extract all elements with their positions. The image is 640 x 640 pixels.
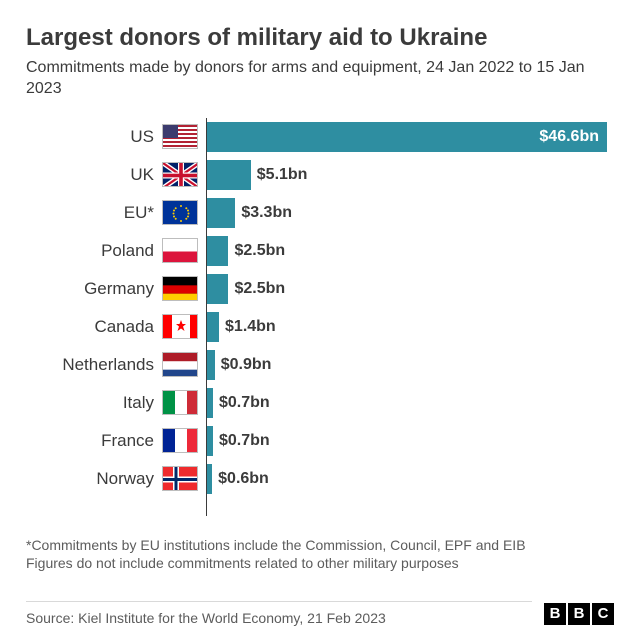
bar-value: $2.5bn — [228, 280, 285, 298]
bar-track: $2.5bn — [206, 270, 614, 308]
row-label: US — [26, 127, 154, 147]
footnote-line-1: *Commitments by EU institutions include … — [26, 536, 614, 554]
bar-value: $5.1bn — [251, 166, 308, 184]
uk-flag-icon — [162, 162, 198, 187]
ca-flag-icon — [162, 314, 198, 339]
bar-track: $46.6bn — [206, 118, 614, 156]
bar-track: $0.9bn — [206, 346, 614, 384]
fr-flag-icon — [162, 428, 198, 453]
axis-line — [206, 498, 614, 516]
bar — [207, 160, 251, 190]
bar-track: $5.1bn — [206, 156, 614, 194]
logo-box: B — [568, 603, 590, 625]
pl-flag-icon — [162, 238, 198, 263]
table-row: Italy $0.7bn — [26, 384, 614, 422]
bar-track: $0.6bn — [206, 460, 614, 498]
row-label: Canada — [26, 317, 154, 337]
table-row: Netherlands $0.9bn — [26, 346, 614, 384]
chart-subtitle: Commitments made by donors for arms and … — [26, 58, 614, 100]
footnote: *Commitments by EU institutions include … — [26, 536, 614, 572]
bar — [207, 236, 228, 266]
no-flag-icon — [162, 466, 198, 491]
bar — [207, 198, 235, 228]
bar-value: $0.9bn — [215, 356, 272, 374]
eu-flag-icon — [162, 200, 198, 225]
it-flag-icon — [162, 390, 198, 415]
us-flag-icon — [162, 124, 198, 149]
table-row: Poland $2.5bn — [26, 232, 614, 270]
row-label: Poland — [26, 241, 154, 261]
bar-value: $46.6bn — [539, 128, 607, 146]
row-label: Italy — [26, 393, 154, 413]
nl-flag-icon — [162, 352, 198, 377]
table-row: Norway $0.6bn — [26, 460, 614, 498]
table-row: Canada $1.4bn — [26, 308, 614, 346]
table-row: Germany $2.5bn — [26, 270, 614, 308]
row-label: EU* — [26, 203, 154, 223]
bar-value: $0.6bn — [212, 470, 269, 488]
row-label: France — [26, 431, 154, 451]
bar-track: $3.3bn — [206, 194, 614, 232]
bar-track: $1.4bn — [206, 308, 614, 346]
row-label: Netherlands — [26, 355, 154, 375]
bar-value: $0.7bn — [213, 432, 270, 450]
row-label: UK — [26, 165, 154, 185]
bar — [207, 312, 219, 342]
bbc-logo: BBC — [544, 603, 614, 625]
table-row: France $0.7bn — [26, 422, 614, 460]
row-label: Norway — [26, 469, 154, 489]
bar-value: $0.7bn — [213, 394, 270, 412]
de-flag-icon — [162, 276, 198, 301]
table-row: UK $5.1bn — [26, 156, 614, 194]
bar-value: $1.4bn — [219, 318, 276, 336]
footnote-line-2: Figures do not include commitments relat… — [26, 554, 614, 572]
bar — [207, 350, 215, 380]
source-text: Source: Kiel Institute for the World Eco… — [26, 601, 532, 626]
table-row: US $46.6bn — [26, 118, 614, 156]
bar-track: $2.5bn — [206, 232, 614, 270]
bar — [207, 274, 228, 304]
bar-value: $2.5bn — [228, 242, 285, 260]
bar: $46.6bn — [207, 122, 607, 152]
bar-track: $0.7bn — [206, 422, 614, 460]
row-label: Germany — [26, 279, 154, 299]
bar-track: $0.7bn — [206, 384, 614, 422]
bar-value: $3.3bn — [235, 204, 292, 222]
chart-title: Largest donors of military aid to Ukrain… — [26, 24, 614, 52]
logo-box: C — [592, 603, 614, 625]
bar-chart: US$46.6bnUK$5.1bnEU*$3.3bnPoland$2.5bnGe… — [26, 118, 614, 516]
table-row: EU* $3.3bn — [26, 194, 614, 232]
logo-box: B — [544, 603, 566, 625]
